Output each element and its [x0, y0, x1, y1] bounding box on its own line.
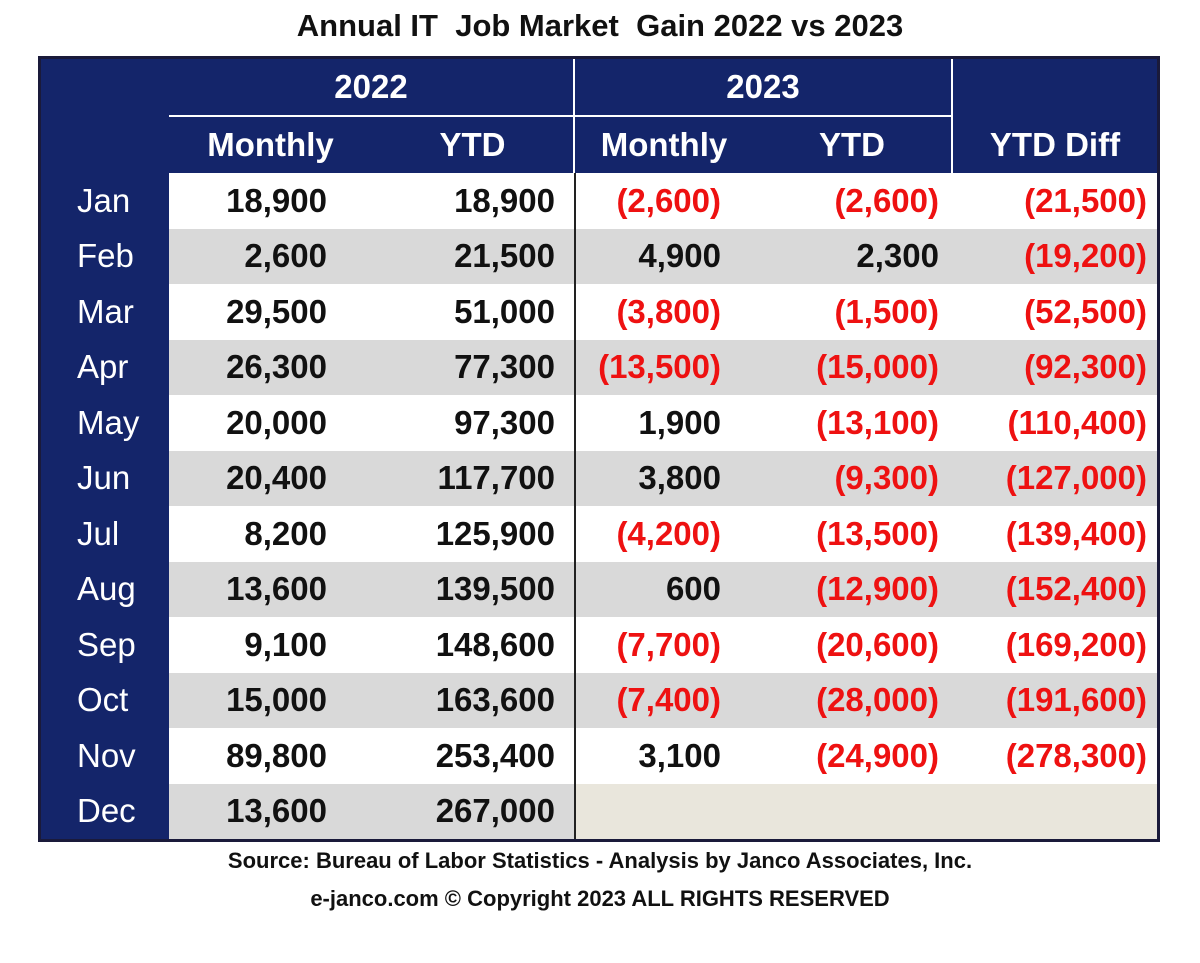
cell-2022-monthly: 18,900 — [226, 181, 327, 219]
month-label: Dec — [41, 783, 169, 839]
month-label: May — [41, 395, 169, 451]
cell-2022-ytd: 163,600 — [349, 672, 575, 728]
cell-2022-ytd: 97,300 — [454, 403, 555, 441]
cell-2022-monthly: 26,300 — [169, 339, 349, 395]
month-label: Jan — [41, 173, 169, 229]
cell-ytd-diff: (19,200) — [953, 228, 1157, 284]
cell-2022-ytd: 77,300 — [349, 339, 575, 395]
cell-2023-monthly: 3,800 — [575, 450, 751, 506]
month-label: Oct — [41, 672, 169, 728]
cell-ytd-diff: (92,300) — [953, 339, 1157, 395]
cell-ytd-diff: (152,400) — [953, 561, 1157, 617]
cell-2023-ytd: (13,500) — [816, 514, 939, 552]
cell-2022-ytd: 125,900 — [435, 514, 555, 552]
blank-cell — [751, 783, 953, 839]
cell-2022-monthly: 29,500 — [226, 292, 327, 330]
cell-ytd-diff: (127,000) — [953, 450, 1157, 506]
cell-2022-monthly: 2,600 — [169, 228, 349, 284]
cell-2022-ytd: 253,400 — [435, 736, 555, 774]
cell-ytd-diff: (191,600) — [953, 672, 1157, 728]
header-ytd-diff: YTD Diff — [953, 117, 1157, 173]
cell-2023-monthly: 3,100 — [638, 736, 721, 774]
cell-2022-monthly: 8,200 — [244, 514, 327, 552]
footer-source: Source: Bureau of Labor Statistics - Ana… — [227, 848, 973, 873]
cell-2023-ytd: (15,000) — [751, 339, 953, 395]
cell-2023-ytd: (1,500) — [834, 292, 939, 330]
month-label: Apr — [41, 339, 169, 395]
header-year-2022: 2022 — [169, 59, 575, 117]
data-table: 2022 2023 Monthly YTD Monthly YTD YTD Di… — [38, 56, 1160, 842]
header-2023-ytd: YTD — [753, 117, 953, 173]
cell-2023-monthly: (2,600) — [616, 181, 721, 219]
column-divider — [574, 173, 576, 839]
blank-cell — [575, 783, 751, 839]
cell-2023-monthly: 4,900 — [575, 228, 751, 284]
header-2022-ytd: YTD — [372, 117, 575, 173]
cell-2023-monthly: (7,400) — [575, 672, 751, 728]
cell-2023-ytd: (20,600) — [816, 625, 939, 663]
cell-2023-ytd: (28,000) — [751, 672, 953, 728]
cell-2022-ytd: 51,000 — [454, 292, 555, 330]
cell-2022-monthly: 20,000 — [226, 403, 327, 441]
cell-2022-monthly: 89,800 — [226, 736, 327, 774]
cell-ytd-diff: (278,300) — [1005, 736, 1147, 774]
cell-2023-monthly: 600 — [575, 561, 751, 617]
cell-2023-monthly: (4,200) — [616, 514, 721, 552]
cell-ytd-diff: (21,500) — [1024, 181, 1147, 219]
cell-2022-monthly: 15,000 — [169, 672, 349, 728]
cell-2022-monthly: 13,600 — [169, 783, 349, 839]
header-year-2023: 2023 — [575, 59, 953, 117]
cell-2023-ytd: (13,100) — [816, 403, 939, 441]
cell-2023-ytd: (12,900) — [751, 561, 953, 617]
cell-2023-ytd: (2,600) — [834, 181, 939, 219]
header-corner — [41, 59, 169, 173]
cell-2023-monthly: (7,700) — [616, 625, 721, 663]
cell-ytd-diff: (139,400) — [1005, 514, 1147, 552]
blank-cell — [953, 783, 1157, 839]
chart-title: Annual IT Job Market Gain 2022 vs 2023 — [296, 8, 904, 43]
header-2022-monthly: Monthly — [169, 117, 372, 173]
cell-2023-ytd: (24,900) — [816, 736, 939, 774]
month-label: Nov — [41, 728, 169, 784]
cell-2022-ytd: 21,500 — [349, 228, 575, 284]
cell-2023-monthly: (13,500) — [575, 339, 751, 395]
cell-2022-monthly: 9,100 — [244, 625, 327, 663]
cell-2023-monthly: (3,800) — [616, 292, 721, 330]
cell-ytd-diff: (52,500) — [1024, 292, 1147, 330]
cell-2023-monthly: 1,900 — [638, 403, 721, 441]
cell-ytd-diff: (110,400) — [1007, 403, 1147, 441]
month-label: Mar — [41, 284, 169, 340]
cell-2022-ytd: 148,600 — [435, 625, 555, 663]
month-label: Sep — [41, 617, 169, 673]
month-label: Aug — [41, 561, 169, 617]
cell-ytd-diff: (169,200) — [1005, 625, 1147, 663]
cell-2022-ytd: 267,000 — [349, 783, 575, 839]
header-diff-top — [953, 59, 1157, 117]
header-2023-monthly: Monthly — [575, 117, 753, 173]
cell-2023-ytd: (9,300) — [751, 450, 953, 506]
month-label: Feb — [41, 228, 169, 284]
month-label: Jun — [41, 450, 169, 506]
footer-copyright: e-janco.com © Copyright 2023 ALL RIGHTS … — [310, 886, 890, 911]
cell-2022-monthly: 13,600 — [169, 561, 349, 617]
cell-2022-monthly: 20,400 — [169, 450, 349, 506]
cell-2023-ytd: 2,300 — [751, 228, 953, 284]
cell-2022-ytd: 117,700 — [349, 450, 575, 506]
cell-2022-ytd: 18,900 — [454, 181, 555, 219]
month-label: Jul — [41, 506, 169, 562]
cell-2022-ytd: 139,500 — [349, 561, 575, 617]
